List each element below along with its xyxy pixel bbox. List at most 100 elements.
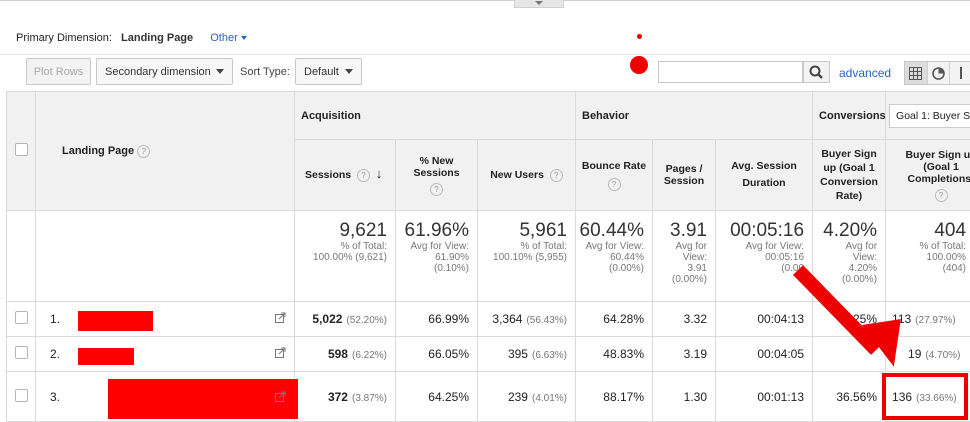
total-note: (0.00%)	[671, 274, 707, 285]
pie-view-icon	[932, 66, 945, 80]
open-link-icon[interactable]	[275, 391, 286, 405]
bounce-cell: 48.83%	[575, 336, 653, 372]
new-users-value: 239	[507, 389, 528, 404]
bounce-rate-header[interactable]: Bounce Rate?	[575, 139, 653, 211]
total-note: Avg for View:	[585, 241, 644, 252]
data-table: Landing Page ? Acquisition Behavior Conv…	[6, 91, 970, 422]
pct-new-sessions-header[interactable]: % New Sessions?	[395, 139, 478, 211]
sessions-pct: (3.87%)	[351, 392, 387, 404]
help-icon[interactable]: ?	[137, 144, 151, 158]
new-users-value: 395	[507, 347, 528, 361]
total-note: View:	[682, 252, 707, 263]
landing-page-cell: 1.	[35, 301, 295, 337]
select-all-checkbox[interactable]	[14, 143, 28, 156]
row-checkbox[interactable]	[14, 311, 28, 324]
sessions-cell: 372 (3.87%)	[294, 371, 396, 422]
avg-session-duration-header-label: Avg. Session Duration	[731, 160, 797, 189]
collapse-toggle[interactable]	[514, 0, 564, 8]
total-note: 100.10% (5,955)	[493, 252, 567, 263]
grid-view-button[interactable]	[905, 62, 928, 84]
row-number: 2.	[50, 347, 61, 361]
sort-type-dropdown[interactable]: Default	[295, 58, 362, 85]
search-input[interactable]	[658, 61, 803, 83]
total-note: 100.00%	[926, 252, 967, 263]
total-note: (0.10%)	[433, 263, 469, 274]
landing-page-header[interactable]: Landing Page ?	[35, 91, 295, 211]
plot-rows-button[interactable]: Plot Rows	[26, 58, 91, 85]
conv-rate-header[interactable]: Buyer Sign up (Goal 1 Conversion Rate)	[812, 139, 887, 211]
total-note: (0.00%)	[608, 263, 644, 274]
search-icon	[809, 65, 823, 79]
new-users-value: 3,364	[492, 312, 523, 326]
completions-cell: 136 (33.66%)	[885, 371, 970, 422]
new-users-cell: 395 (6.63%)	[477, 336, 576, 372]
row-number: 3.	[50, 389, 61, 404]
search-button[interactable]	[803, 61, 830, 83]
total-note: (0.00%)	[842, 274, 878, 285]
avg-session-duration-header[interactable]: Avg. Session Duration	[714, 139, 814, 211]
pie-view-button[interactable]	[928, 62, 951, 84]
primary-dimension-landing-page[interactable]: Landing Page	[121, 32, 194, 44]
help-icon[interactable]: ?	[549, 168, 563, 182]
completions-cell: 113 (27.97%)	[885, 301, 970, 337]
bounce-rate-header-label: Bounce Rate	[581, 159, 647, 172]
total-bounce-rate: 60.44% Avg for View: 60.44% (0.00%)	[575, 210, 653, 302]
new-users-cell: 3,364 (56.43%)	[477, 301, 576, 337]
open-link-icon-svg	[275, 347, 286, 358]
pages-session-header[interactable]: Pages / Session	[652, 139, 716, 211]
primary-dimension-label: Primary Dimension:	[16, 32, 112, 44]
view-toggle-group	[904, 61, 970, 85]
new-users-header[interactable]: New Users ?	[477, 139, 576, 211]
table-row: 2. 598 (6.22%) 66.05% 395 (6.63%) 48.83% 3…	[6, 336, 970, 372]
row-checkbox[interactable]	[14, 388, 28, 402]
pct-new-cell: 66.05%	[395, 336, 478, 372]
total-value: 3.91	[670, 220, 707, 241]
total-note: 61.90%	[435, 252, 469, 263]
row-check-cell	[6, 371, 36, 422]
redaction-box	[78, 311, 153, 331]
sessions-header[interactable]: Sessions ? ↓	[294, 139, 396, 211]
primary-dimension-bar: Primary Dimension: Landing Page Other	[16, 32, 247, 44]
other-label: Other	[210, 32, 238, 44]
total-note: % of Total:	[919, 241, 967, 252]
open-link-icon[interactable]	[275, 347, 286, 361]
landing-page-header-label: Landing Page	[62, 144, 135, 157]
help-icon[interactable]: ?	[356, 169, 370, 182]
total-note: 100.00% (9,621)	[313, 252, 387, 263]
chevron-down-icon	[216, 69, 224, 74]
duration-cell: 00:01:13	[714, 371, 814, 422]
total-note: Avg for View:	[745, 241, 805, 252]
row-checkbox[interactable]	[14, 346, 28, 359]
help-icon[interactable]: ?	[934, 188, 948, 202]
total-value: 00:05:16	[730, 220, 805, 241]
total-note: Avg for View:	[410, 241, 469, 252]
help-icon[interactable]: ?	[430, 182, 443, 196]
completions-value: 136	[892, 389, 913, 404]
row-check-cell	[6, 336, 36, 372]
completions-pct: (33.66%)	[916, 392, 957, 404]
grid-view-icon	[909, 66, 923, 80]
select-all-cell	[6, 91, 36, 211]
more-view-button[interactable]	[950, 62, 970, 84]
total-note: % of Total:	[340, 241, 387, 252]
secondary-dimension-dropdown[interactable]: Secondary dimension	[96, 58, 233, 85]
goal-select-dropdown[interactable]: Goal 1: Buyer Sig	[889, 103, 970, 128]
totals-blank-check	[6, 210, 36, 302]
toolbar-divider	[0, 54, 970, 55]
total-conv-rate: 4.20% Avg for View: 4.20% (0.00%)	[812, 210, 887, 302]
pct-new-cell: 64.25%	[395, 371, 478, 422]
completions-header[interactable]: Buyer Sign up (Goal 1 Completions)?	[885, 139, 970, 211]
sessions-pct: (52.20%)	[346, 315, 387, 326]
completions-header-label: Buyer Sign up (Goal 1 Completions)	[905, 148, 970, 185]
top-divider	[0, 0, 970, 1]
help-icon[interactable]: ?	[607, 177, 621, 191]
table-row: 3. 372 (3.87%) 64.25% 239 (4.01%) 88.17% 1…	[6, 371, 970, 422]
total-value: 9,621	[339, 220, 387, 241]
primary-dimension-other[interactable]: Other	[210, 32, 247, 44]
open-link-icon[interactable]	[275, 312, 286, 326]
annotation-arrow	[792, 265, 901, 367]
redaction-box	[108, 379, 298, 419]
total-sessions: 9,621% of Total: 100.00% (9,621)	[294, 210, 396, 302]
duration-cell: 00:04:13	[714, 301, 814, 337]
advanced-link[interactable]: advanced	[839, 66, 892, 80]
